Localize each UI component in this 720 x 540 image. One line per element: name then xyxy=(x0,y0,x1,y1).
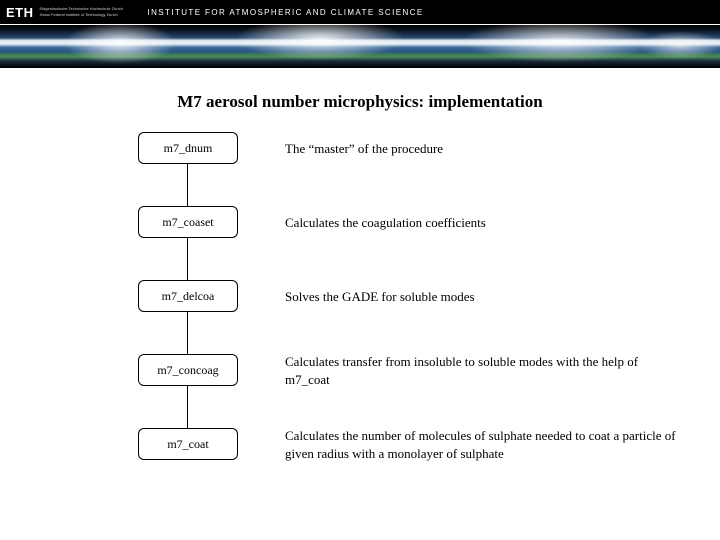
eth-logo-subtitle: Eidgenössische Technische Hochschule Zür… xyxy=(40,6,130,18)
flowchart-node: m7_coat xyxy=(138,428,238,460)
flowchart-node-description: Calculates the number of molecules of su… xyxy=(285,427,685,463)
flowchart-node-label: m7_dnum xyxy=(164,141,213,156)
flowchart-node: m7_delcoa xyxy=(138,280,238,312)
header-top-bar: ETH Eidgenössische Technische Hochschule… xyxy=(0,0,720,24)
slide-header: ETH Eidgenössische Technische Hochschule… xyxy=(0,0,720,68)
flowchart-node-description: Calculates the coagulation coefficients xyxy=(285,214,685,232)
slide-title: M7 aerosol number microphysics: implemen… xyxy=(0,92,720,112)
flowchart-node-label: m7_delcoa xyxy=(162,289,215,304)
flowchart-connector xyxy=(187,164,188,206)
earth-banner-image xyxy=(0,25,720,68)
flowchart-node-label: m7_coaset xyxy=(162,215,213,230)
flowchart-connector xyxy=(187,312,188,354)
flowchart-node-description: Solves the GADE for soluble modes xyxy=(285,288,685,306)
flowchart-node: m7_dnum xyxy=(138,132,238,164)
eth-logo-text: ETH xyxy=(6,5,34,20)
flowchart-node-description: The “master” of the procedure xyxy=(285,140,685,158)
flowchart-node: m7_coaset xyxy=(138,206,238,238)
flowchart-node-description: Calculates transfer from insoluble to so… xyxy=(285,353,685,389)
flowchart-node-label: m7_coat xyxy=(167,437,208,452)
flowchart-node-label: m7_concoag xyxy=(157,363,218,378)
institute-name: INSTITUTE FOR ATMOSPHERIC AND CLIMATE SC… xyxy=(148,8,424,17)
flowchart-node: m7_concoag xyxy=(138,354,238,386)
flowchart-connector xyxy=(187,238,188,280)
flowchart-connector xyxy=(187,386,188,428)
